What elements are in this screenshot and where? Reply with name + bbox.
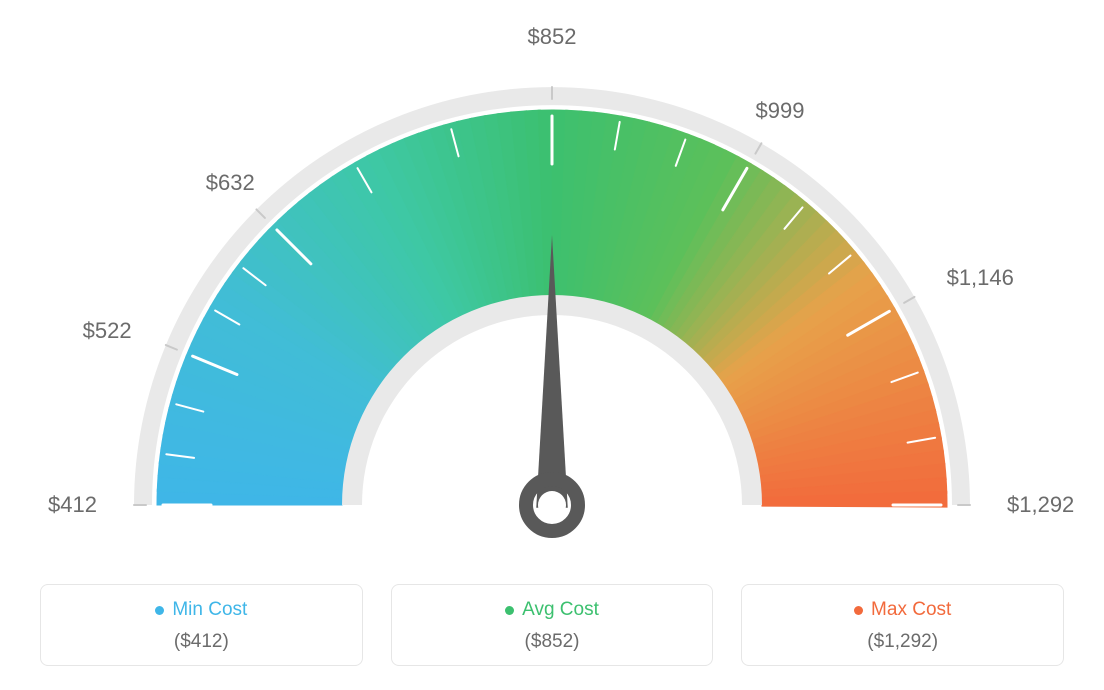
legend-dot-min [155,606,164,615]
legend-dot-avg [505,606,514,615]
legend-label-max: Max Cost [871,599,951,621]
gauge-tick-label: $632 [206,170,255,196]
gauge-svg [0,0,1104,560]
legend-box-max: Max Cost ($1,292) [741,584,1064,666]
gauge-tick-label: $999 [755,98,804,124]
gauge-area: $412 $522 $632 $852 $999 $1,146 $1,292 [0,0,1104,560]
legend-label-min: Min Cost [172,599,247,621]
legend-row: Min Cost ($412) Avg Cost ($852) Max Cost… [40,584,1064,666]
legend-value-min: ($412) [51,631,352,653]
legend-box-avg: Avg Cost ($852) [391,584,714,666]
gauge-tick-label: $1,292 [1007,492,1074,518]
legend-box-min: Min Cost ($412) [40,584,363,666]
legend-dot-max [854,606,863,615]
legend-value-max: ($1,292) [752,631,1053,653]
legend-label-avg: Avg Cost [522,599,599,621]
gauge-tick-label: $1,146 [947,265,1014,291]
gauge-tick-label: $852 [528,24,577,50]
gauge-tick-label: $522 [83,318,132,344]
gauge-tick-label: $412 [48,492,97,518]
legend-value-avg: ($852) [402,631,703,653]
cost-gauge-chart: $412 $522 $632 $852 $999 $1,146 $1,292 Min Cos… [0,0,1104,690]
